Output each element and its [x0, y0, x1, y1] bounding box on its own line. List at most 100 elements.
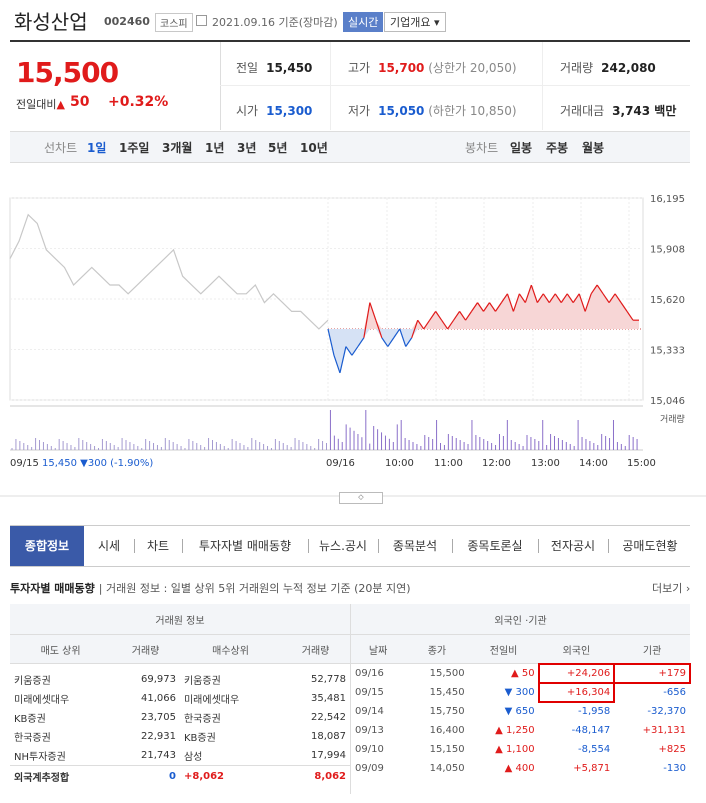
price-segment [620, 302, 628, 312]
period-3m[interactable]: 3개월 [162, 141, 193, 155]
table-row: 09/15 15,450 ▼ 300 +16,304 -656 [351, 682, 690, 703]
change-cell: ▲ 1,250 [495, 725, 535, 736]
foreign-cell: +16,304 [537, 682, 616, 703]
period-1w[interactable]: 1주일 [119, 141, 150, 155]
y-tick-label: 15,046 [650, 396, 685, 407]
price-segment [584, 293, 592, 312]
broker-volume: 41,066 [140, 693, 176, 704]
broker-name[interactable]: 미래에셋대우 [183, 695, 240, 706]
broker-name[interactable]: 삼성 [183, 752, 203, 763]
period-1d[interactable]: 1일 [87, 141, 107, 155]
company-overview-dropdown[interactable]: 기업개요 ▾ [384, 12, 446, 32]
price-segment [506, 293, 514, 312]
change-percent: +0.32% [108, 94, 169, 110]
price-segment [459, 311, 467, 321]
table-row: 09/14 15,750 ▼ 650 -1,958 -32,370 [351, 702, 690, 721]
foreign-cell: +5,871 [573, 763, 611, 774]
broker-volume: 52,778 [311, 674, 346, 685]
price-segment [405, 337, 413, 347]
price-box: 15,500 전일대비▲ 50 +0.32% [10, 42, 220, 130]
price-segment [435, 311, 443, 321]
candle-weekly[interactable]: 주봉 [546, 141, 569, 155]
chart-scroll-handle[interactable]: ◇ [339, 492, 383, 504]
tab-summary[interactable]: 종합정보 [10, 526, 84, 566]
institution-cell: +31,131 [642, 725, 686, 736]
price-segment [351, 346, 359, 356]
close-cell: 15,450 [429, 687, 465, 698]
foreign-sum-row: 외국계추정합 0 +8,062 8,062 [10, 765, 350, 787]
price-segment [536, 293, 544, 303]
price-segment [411, 319, 419, 338]
price-segment [471, 302, 479, 312]
broker-name[interactable]: 한국증권 [14, 733, 51, 744]
stat-open: 시가 15,300 [236, 104, 313, 118]
period-10y[interactable]: 10년 [300, 141, 328, 155]
tab-analysis[interactable]: 종목분석 [392, 539, 438, 553]
foreign-sum-cell: +8,062 [179, 765, 282, 787]
foreign-sum-cell: 8,062 [281, 765, 350, 787]
broker-volume: 22,931 [140, 731, 176, 742]
broker-name[interactable]: KB증권 [14, 714, 46, 725]
period-5y[interactable]: 5년 [268, 141, 288, 155]
table-row: 09/13 16,400 ▲ 1,250 -48,147 +31,131 [351, 721, 690, 740]
chart-period-bar: 선차트 1일 1주일 3개월 1년 3년 5년 10년 봉차트 일봉 주봉 월봉 [10, 131, 690, 163]
price-segment [560, 293, 568, 303]
period-1y[interactable]: 1년 [205, 141, 225, 155]
price-segment [566, 293, 574, 303]
broker-name[interactable]: 키움증권 [183, 676, 221, 687]
candle-monthly[interactable]: 월봉 [582, 141, 605, 155]
table-row: NH투자증권 21,743 삼성 17,994 [10, 746, 350, 766]
x-tick-label: 12:00 [482, 458, 511, 469]
tab-chart[interactable]: 차트 [146, 539, 170, 553]
price-segment [524, 284, 532, 303]
divider [10, 40, 690, 42]
tab-discussion[interactable]: 종목토론실 [467, 539, 523, 553]
close-cell: 14,050 [429, 763, 465, 774]
price-segment [327, 328, 335, 356]
change-value: 50 [70, 94, 90, 110]
price-segment [345, 346, 353, 356]
price-segment [554, 293, 562, 303]
date-cell: 09/13 [355, 725, 384, 736]
date-cell: 09/16 [355, 668, 384, 679]
broker-name[interactable]: 키움증권 [14, 676, 51, 687]
price-segment [363, 302, 371, 338]
change-label: 전일대비▲ [16, 98, 65, 111]
realtime-button[interactable]: 실시간 [343, 12, 384, 32]
price-segment [453, 311, 461, 321]
broker-volume: 18,087 [311, 731, 346, 742]
broker-name[interactable]: 한국증권 [183, 714, 221, 725]
y-tick-label: 15,333 [650, 346, 685, 357]
tab-disclosure[interactable]: 전자공시 [550, 539, 596, 553]
x-tick-label: 13:00 [531, 458, 560, 469]
price-segment [494, 302, 502, 312]
intraday-chart[interactable]: 16,195 15,908 15,620 15,333 15,046 거래량 09/15 1… [0, 170, 706, 500]
prev-date-label: 09/15 15,450 ▼300 (-1.90%) [10, 458, 153, 469]
tab-news[interactable]: 뉴스.공시 [319, 539, 367, 553]
price-segment [417, 319, 425, 330]
tab-quote[interactable]: 시세 [97, 539, 121, 553]
table-row: KB증권 23,705 한국증권 22,542 [10, 708, 350, 727]
price-segment [339, 346, 347, 374]
price-segment [512, 293, 520, 312]
table-row: 09/16 15,500 ▲ 50 +24,206 +179 [351, 662, 691, 684]
date-cell: 09/15 [355, 687, 384, 698]
current-price: 15,500 [16, 56, 119, 89]
tab-short-selling[interactable]: 공매도현황 [622, 539, 678, 553]
more-link[interactable]: 더보기 › [652, 582, 691, 595]
change-cell: ▼ 650 [504, 706, 535, 717]
prev-day-line [9, 213, 329, 330]
broker-name[interactable]: KB증권 [183, 733, 216, 744]
date-cell: 09/14 [355, 706, 384, 717]
candle-daily[interactable]: 일봉 [510, 141, 533, 155]
tab-investor[interactable]: 투자자별 매매동향 [198, 539, 292, 553]
base-date: 2021.09.16 기준(장마감) [212, 16, 338, 29]
foreign-cell: -8,554 [578, 744, 611, 755]
broker-name[interactable]: 미래에셋대우 [14, 695, 70, 706]
price-segment [572, 293, 580, 303]
close-cell: 16,400 [429, 725, 465, 736]
period-3y[interactable]: 3년 [237, 141, 257, 155]
broker-name[interactable]: NH투자증권 [14, 752, 66, 763]
foreign-sum-cell: 0 [111, 765, 180, 787]
price-segment [578, 293, 586, 312]
